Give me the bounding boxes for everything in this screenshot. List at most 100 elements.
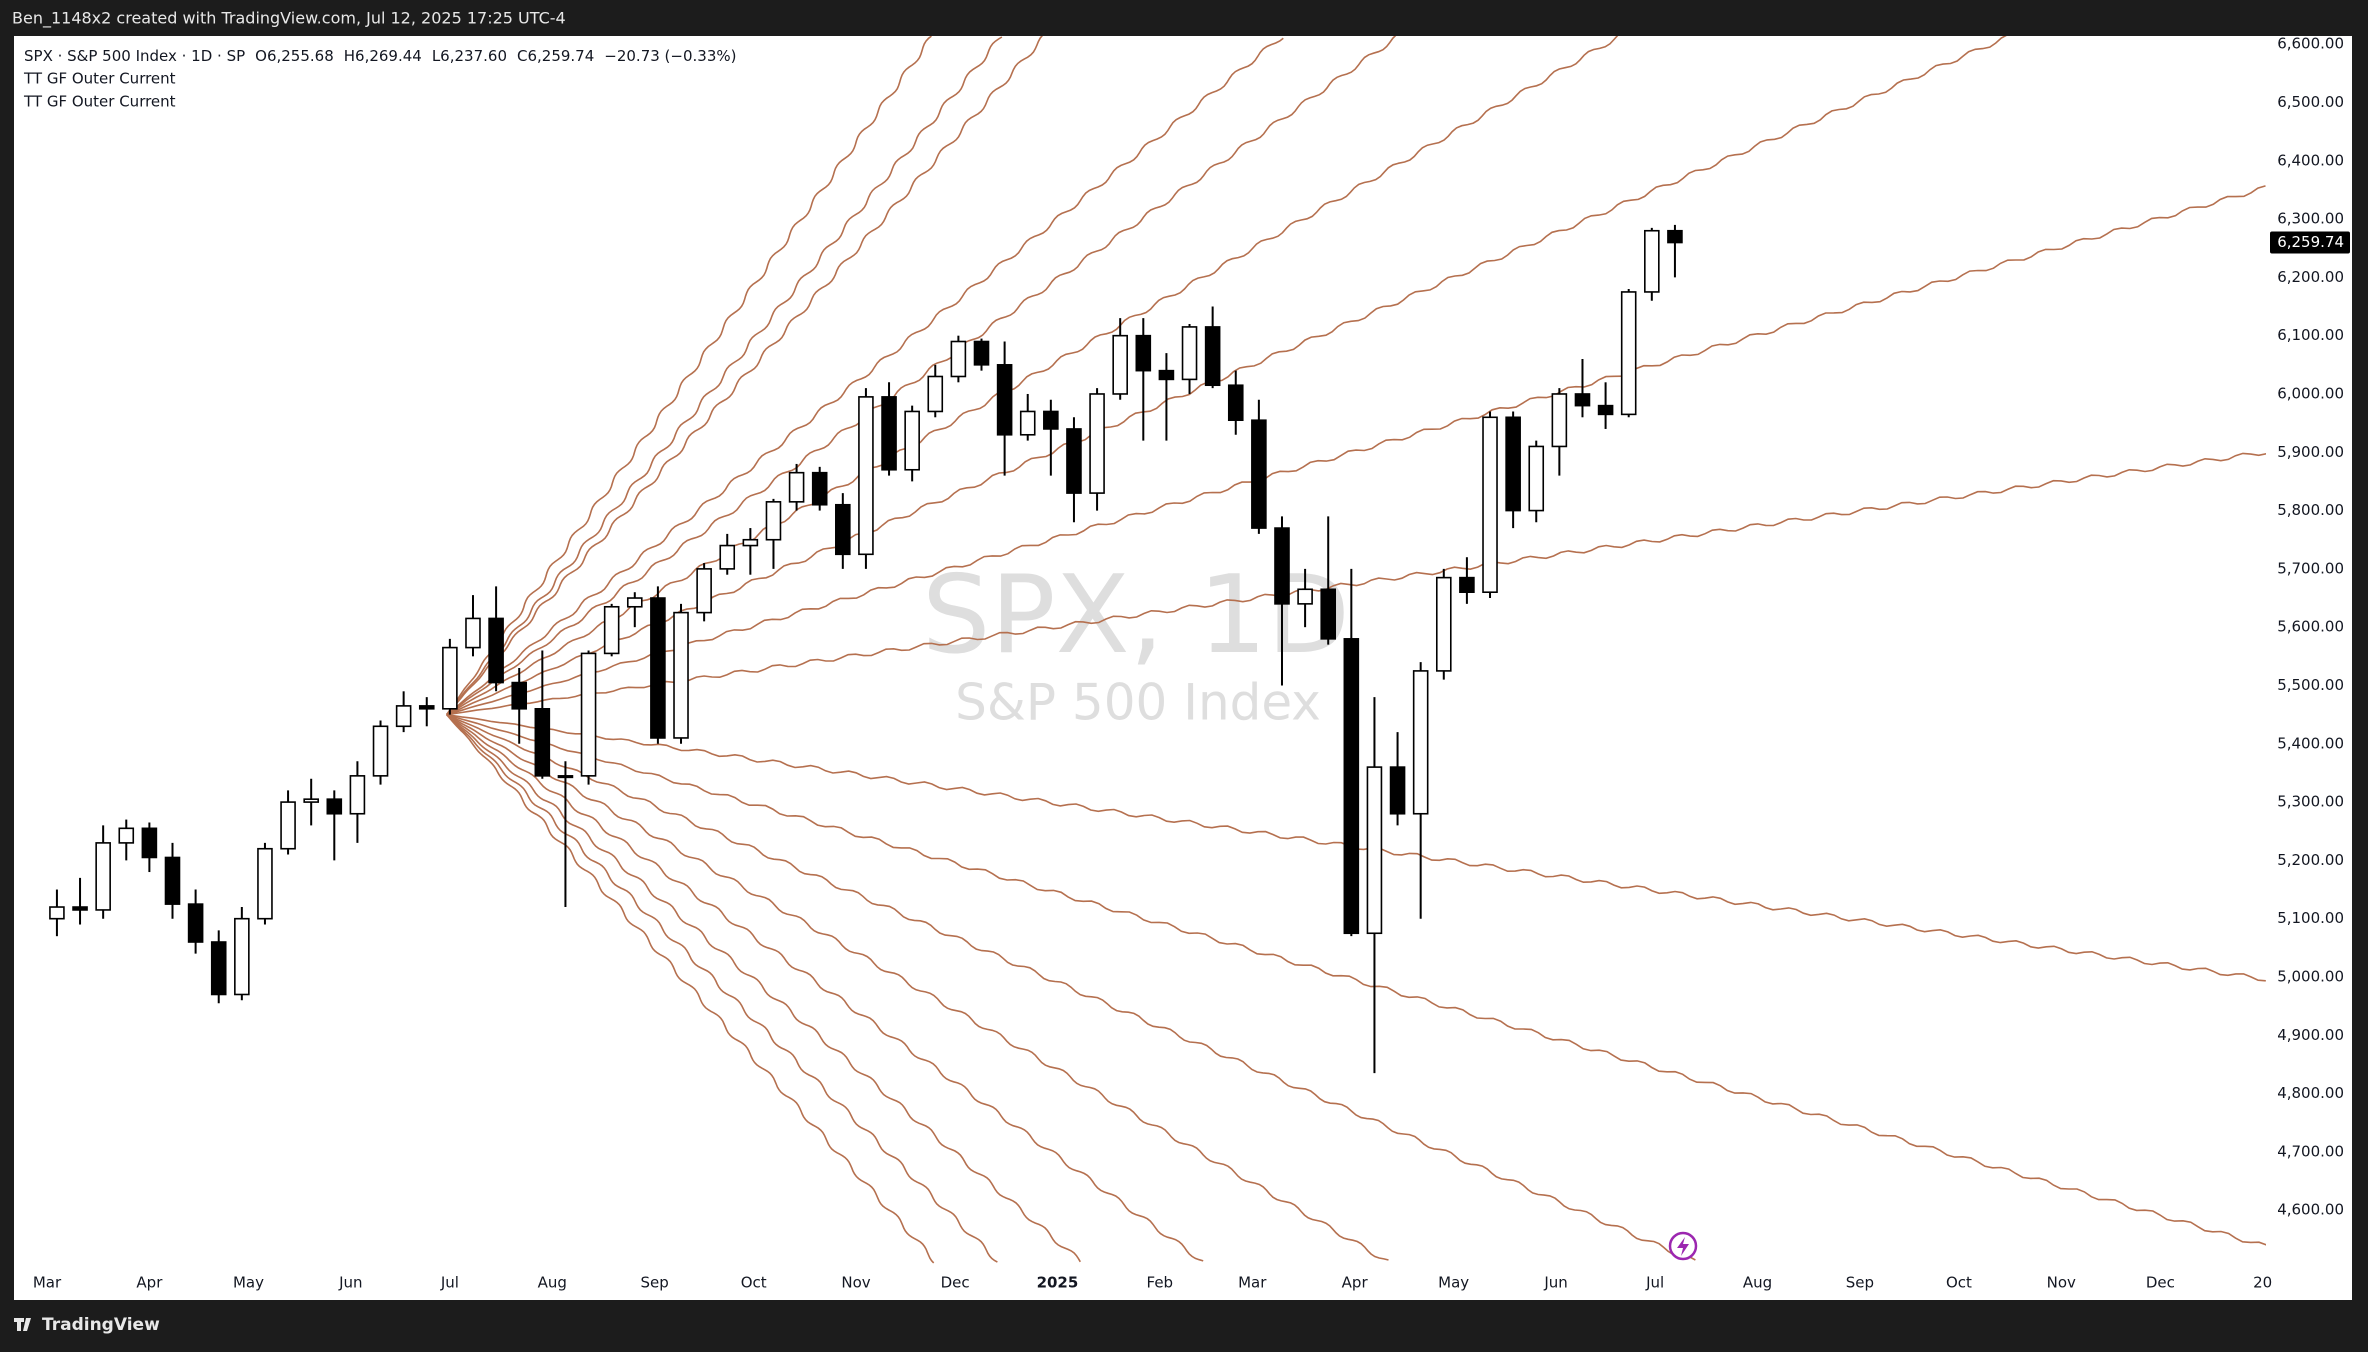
candle-body (118, 827, 135, 844)
fan-line (446, 714, 1081, 1263)
candle-body (164, 856, 181, 905)
fan-line (446, 37, 1284, 716)
x-tick-label: Sep (640, 1274, 668, 1292)
candle-body (280, 801, 296, 850)
candle-body (788, 471, 805, 503)
candle-body (1435, 576, 1452, 672)
candle-body (904, 410, 920, 471)
x-tick-label: Nov (2047, 1274, 2076, 1292)
candle-body (141, 827, 158, 859)
y-tick-label: 6,600.00 (2277, 35, 2344, 53)
x-tick-label: Apr (136, 1274, 163, 1292)
fan-line (445, 36, 1003, 716)
candle-body (950, 340, 967, 378)
legend-change: −20.73 (−0.33%) (604, 47, 736, 65)
footer-brand: TradingView (42, 1315, 160, 1335)
candle-body (49, 906, 65, 920)
candle-body (811, 471, 828, 506)
candle-body (650, 597, 666, 739)
x-tick-label: Mar (1238, 1274, 1267, 1292)
candle-body (626, 597, 643, 608)
candle-body (1158, 369, 1175, 381)
candle-body (696, 568, 712, 614)
fan-line (445, 36, 932, 716)
x-tick-label: 2025 (1037, 1274, 1079, 1292)
attribution: Ben_1148x2 created with TradingView.com,… (12, 9, 566, 29)
candle-body (1482, 416, 1498, 593)
y-tick-label: 4,800.00 (2277, 1084, 2344, 1102)
y-tick-label: 5,900.00 (2277, 443, 2344, 461)
y-tick-label: 4,600.00 (2277, 1201, 2344, 1219)
candle-body (1551, 393, 1568, 448)
y-tick-label: 4,700.00 (2277, 1142, 2344, 1160)
candle-body (326, 798, 343, 815)
candle-body (234, 917, 250, 996)
candle-body (349, 775, 366, 815)
legend: SPX · S&P 500 Index · 1D · SP O6,255.68 H6… (23, 47, 736, 111)
axes: 4,600.00 4,700.00 4,800.00 4,900.00 5,000.00… (33, 35, 2350, 1292)
y-tick-label: 6,000.00 (2277, 384, 2344, 402)
candle-body (1043, 410, 1059, 430)
x-tick-label: Jul (1645, 1274, 1664, 1292)
candle-body (1343, 638, 1360, 935)
x-tick-label: Dec (2146, 1274, 2175, 1292)
candle-body (1135, 334, 1152, 372)
candle-body (1574, 393, 1591, 407)
candle-body (1251, 419, 1267, 529)
fan-line (446, 185, 2266, 716)
footer: TradingView (14, 1315, 160, 1335)
x-tick-label: Feb (1147, 1274, 1174, 1292)
x-tick-label: Nov (841, 1274, 870, 1292)
last-price-box (2270, 231, 2350, 254)
fan-line (446, 713, 1389, 1261)
fan-line (446, 36, 1043, 716)
y-tick-label: 5,300.00 (2277, 793, 2344, 811)
y-tick-label: 4,900.00 (2277, 1026, 2344, 1044)
fan-line (446, 714, 998, 1263)
candle-body (488, 617, 504, 684)
candle-body (1620, 291, 1637, 416)
y-tick-label: 5,700.00 (2277, 559, 2344, 577)
y-tick-label: 5,000.00 (2277, 967, 2344, 985)
candle-body (418, 705, 435, 710)
candle-body (1667, 229, 1683, 244)
candle-body (1227, 384, 1244, 422)
candle-body (1412, 670, 1429, 815)
alert-bolt[interactable] (1677, 1237, 1689, 1256)
candle-body (557, 775, 574, 779)
x-tick-label: Oct (1946, 1274, 1972, 1292)
candle-body (257, 847, 273, 920)
candle-body (719, 544, 736, 570)
alert-icon[interactable] (1668, 1231, 1698, 1261)
indicator-label: TT GF Outer Current (23, 93, 176, 111)
indicator-label: TT GF Outer Current (23, 70, 176, 88)
legend-ohlc: H6,269.44 (344, 47, 422, 65)
x-tick-label: Jun (1543, 1274, 1567, 1292)
candle-body (1597, 404, 1614, 416)
y-tick-label: 6,300.00 (2277, 210, 2344, 228)
candle-body (210, 941, 227, 996)
y-tick-label: 6,400.00 (2277, 151, 2344, 169)
candle-body (603, 605, 620, 655)
candle-body (835, 503, 851, 556)
candle-body (1181, 326, 1198, 381)
x-tick-label: Sep (1846, 1274, 1874, 1292)
candle-body (1066, 428, 1082, 494)
candle-body (858, 396, 874, 556)
candle-body (927, 375, 944, 413)
candle-body (742, 538, 759, 547)
candle-body (1204, 326, 1221, 387)
footer-logo (14, 1318, 31, 1331)
y-tick-label: 5,500.00 (2277, 676, 2344, 694)
candle-body (1320, 588, 1337, 640)
candle-body (1089, 393, 1105, 494)
fan-layer (445, 36, 2266, 1264)
fan-line (446, 36, 1397, 716)
x-tick-label: May (233, 1274, 264, 1292)
x-tick-label: Jul (440, 1274, 459, 1292)
x-tick-label: Aug (538, 1274, 567, 1292)
candle-body (973, 340, 990, 366)
x-tick-label: Aug (1743, 1274, 1772, 1292)
x-tick-label: Apr (1342, 1274, 1369, 1292)
